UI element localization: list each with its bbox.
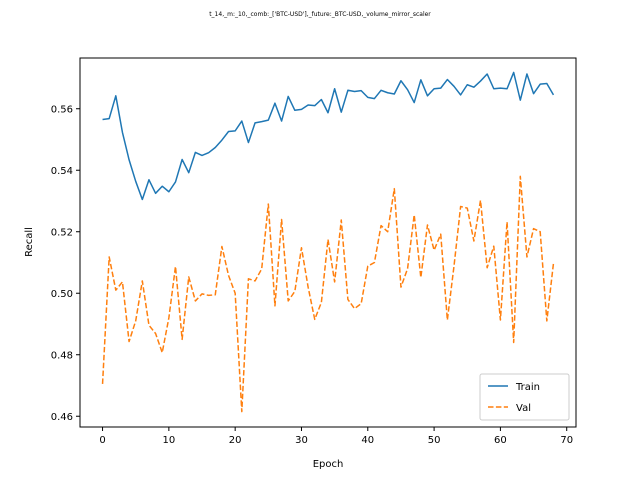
y-axis: 0.46 0.48 0.50 0.52 0.54 0.56: [51, 105, 80, 423]
y-tick-label: 0.52: [51, 228, 73, 239]
y-tick-label: 0.48: [51, 351, 73, 362]
axes-frame: [79, 57, 577, 428]
y-tick-label: 0.46: [51, 412, 73, 423]
y-tick-label: 0.54: [51, 166, 73, 177]
x-tick-label: 40: [361, 435, 374, 446]
series-line-train: [102, 71, 555, 201]
x-tick-label: 50: [428, 435, 441, 446]
legend-label-val: Val: [516, 403, 531, 414]
y-tick-label: 0.50: [51, 289, 73, 300]
x-tick-label: 20: [229, 435, 242, 446]
chart-title: t_14,_m:_10,_comb:_['BTC-USD'],_future:_…: [209, 11, 431, 18]
legend: Train Val: [479, 373, 570, 421]
y-tick-label: 0.56: [51, 105, 73, 116]
x-axis-label: Epoch: [313, 459, 344, 470]
x-tick-label: 70: [560, 435, 573, 446]
x-axis: 0 10 20 30 40 50 60 70: [99, 427, 573, 446]
x-tick-label: 60: [494, 435, 507, 446]
x-tick-label: 0: [99, 435, 105, 446]
x-tick-label: 30: [295, 435, 308, 446]
y-axis-label: Recall: [24, 227, 35, 257]
x-tick-label: 10: [162, 435, 175, 446]
legend-label-train: Train: [515, 382, 540, 393]
series-layer: [101, 71, 555, 413]
